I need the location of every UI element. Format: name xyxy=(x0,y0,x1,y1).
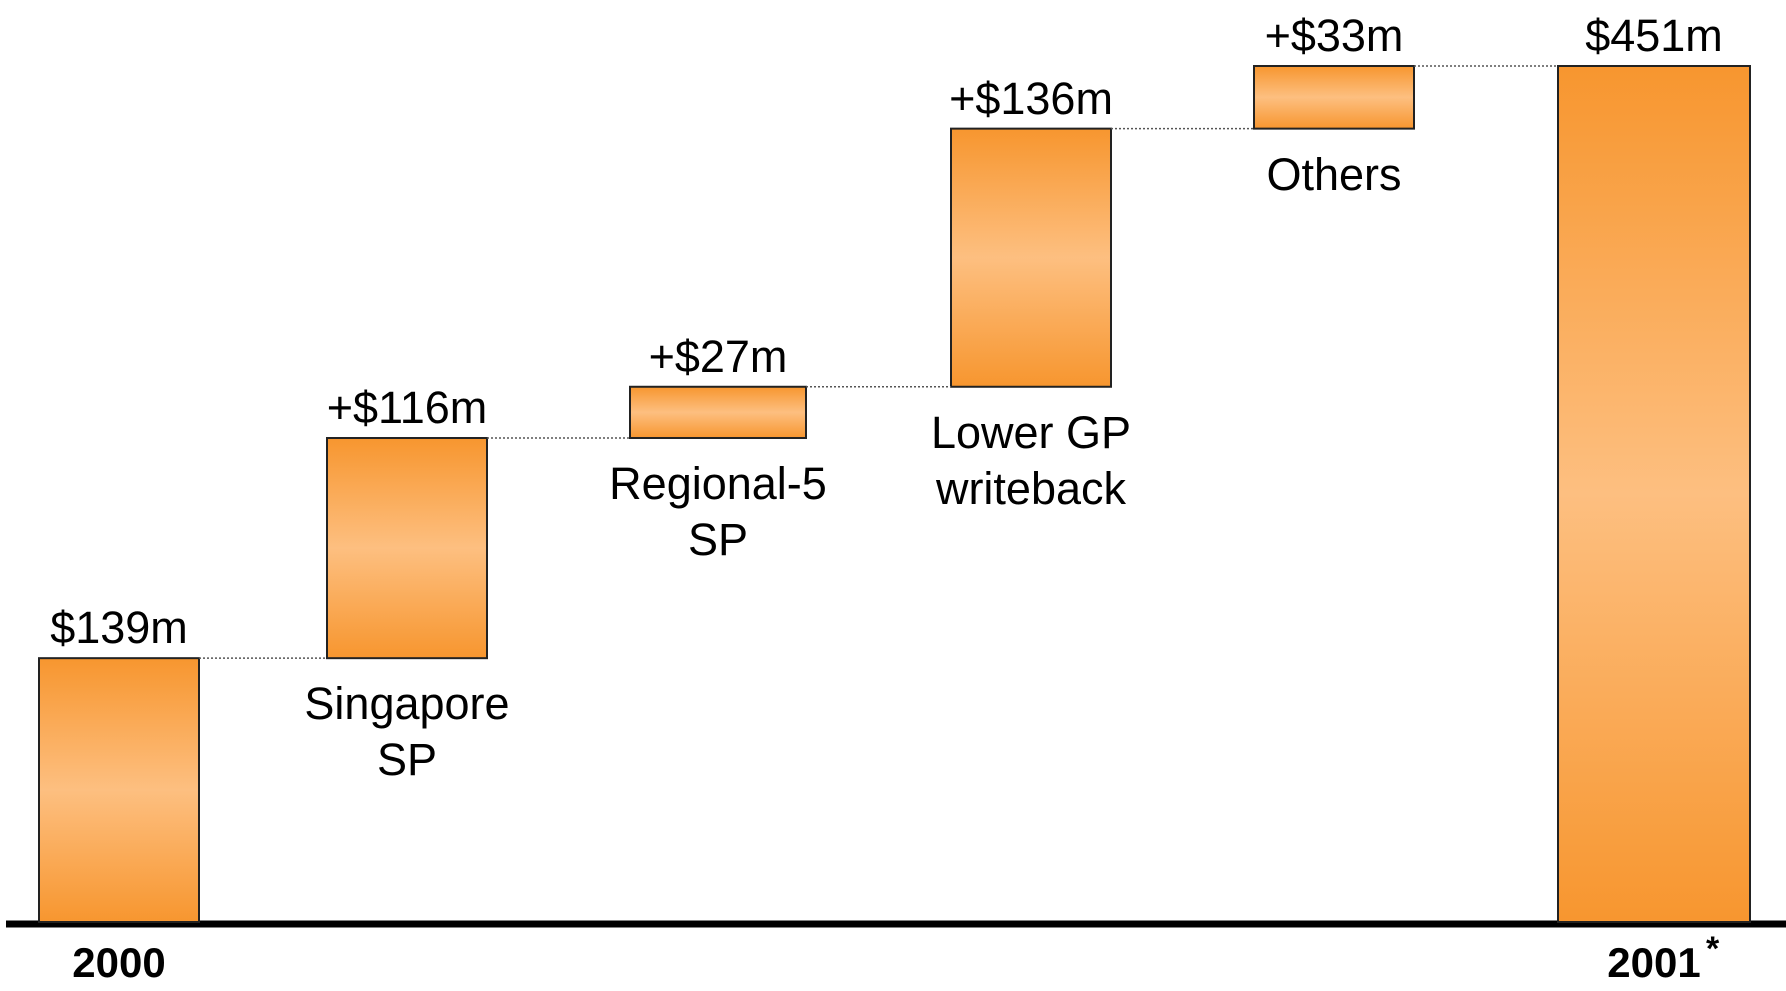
category-label: Others xyxy=(1266,148,1402,200)
category-label: 2001 xyxy=(1607,939,1701,986)
category-label: Regional-5 SP xyxy=(609,458,827,565)
bar xyxy=(1253,65,1415,130)
bar xyxy=(326,437,488,660)
value-label: +$27m xyxy=(648,330,788,382)
category-label: 2000 xyxy=(72,939,166,986)
value-label: +$116m xyxy=(326,382,488,433)
bar xyxy=(1557,65,1751,923)
category-label: Singapore SP xyxy=(304,678,510,786)
value-label: +$33m xyxy=(1264,10,1404,61)
category-label: Lower GP writeback xyxy=(930,406,1132,514)
bar xyxy=(950,127,1112,388)
bar xyxy=(38,657,200,923)
footnote-mark: * xyxy=(1706,930,1720,968)
bar xyxy=(629,385,807,440)
value-label: $451m xyxy=(1585,10,1723,61)
value-label: +$136m xyxy=(949,72,1113,124)
value-label: $139m xyxy=(50,602,188,654)
